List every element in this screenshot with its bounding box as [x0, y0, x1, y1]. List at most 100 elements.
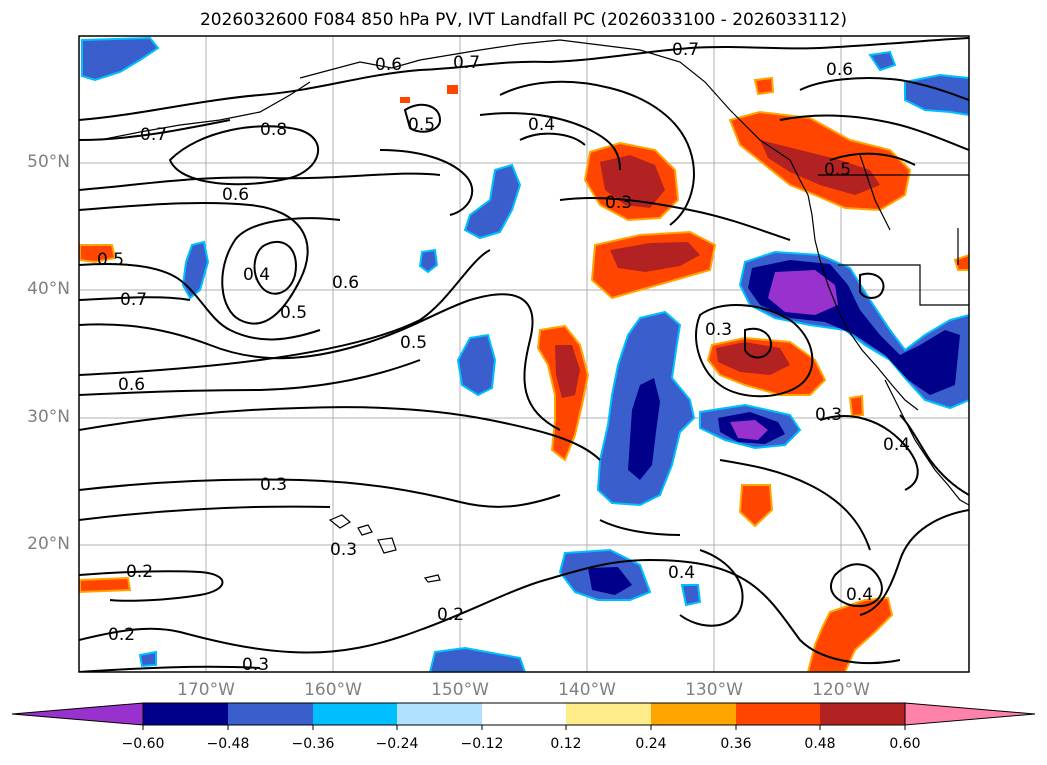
pos-blob-tiny-1 [447, 85, 458, 94]
state-border-1 [838, 264, 969, 306]
neg-blob-small-south [680, 584, 702, 607]
negative-pv-fields [81, 36, 969, 672]
neg-blob-north-center-small [868, 50, 897, 72]
coastlines [99, 39, 969, 583]
neg-blob-nw-corner [81, 36, 160, 82]
contour-label: 0.8 [260, 120, 287, 140]
colorbar-tick-label: 0.60 [889, 736, 921, 752]
map-frame [78, 35, 970, 673]
neg-blob-mid-west [456, 333, 497, 397]
neg-blob-south-west-core [588, 567, 632, 595]
pos-blob-south-center [738, 484, 774, 528]
contour-label: 0.3 [605, 193, 632, 213]
colorbar-extend-high [904, 702, 1036, 726]
colorbar-bin [482, 703, 566, 725]
pos-blob-south-east [806, 596, 894, 672]
contour-label: 0.6 [118, 375, 145, 395]
contour-label: 0.3 [330, 540, 357, 560]
lat-label-40n: 40°N [27, 279, 70, 299]
neg-blob-gulf-alaska-west [463, 163, 522, 240]
contour-label: 0.4 [243, 265, 270, 285]
colorbar-tick-label: −0.12 [460, 736, 504, 752]
contour-label: 0.7 [120, 290, 147, 310]
island-small [423, 574, 441, 583]
contour-label: 0.6 [826, 60, 853, 80]
contour-label: 0.4 [528, 115, 555, 135]
contour-labels: 0.7 0.7 0.6 0.7 0.6 0.8 0.5 0.4 0.3 0.5 … [97, 40, 910, 675]
contour-label: 0.4 [668, 563, 695, 583]
alaska-coast [299, 39, 809, 196]
positive-pv-fields [79, 76, 969, 672]
contour-label: 0.2 [126, 562, 153, 582]
lon-label-170w: 170°W [177, 680, 235, 700]
contour-label: 0.5 [400, 333, 427, 353]
colorbar-bin [228, 703, 313, 725]
north-america-west-coast [807, 194, 919, 411]
colorbar-bin [566, 703, 651, 725]
contour-label: 0.7 [140, 125, 167, 145]
colorbar-extend-low [11, 702, 144, 726]
pv-contours [79, 37, 969, 672]
colorbar-bin [313, 703, 397, 725]
neg-trough-core [628, 378, 660, 480]
neg-blob-off-calif-inner [730, 420, 768, 440]
lat-label-30n: 30°N [27, 407, 70, 427]
contour-label: 0.5 [280, 303, 307, 323]
pos-blob-west-mid-core [555, 345, 580, 398]
colorbar-bin [397, 703, 482, 725]
colorbar-tick-label: 0.12 [550, 736, 582, 752]
contour-label: 0.3 [260, 475, 287, 495]
colorbar-tick-label: −0.60 [121, 736, 165, 752]
contour-label: 0.5 [97, 250, 124, 270]
contour-label: 0.6 [375, 55, 402, 75]
pos-blob-alaska-small [753, 76, 775, 96]
lat-label-50n: 50°N [27, 152, 70, 172]
neg-blob-small-center [418, 248, 439, 274]
colorbar-tick-label: −0.48 [206, 736, 250, 752]
lon-label-130w: 130°W [685, 680, 743, 700]
lon-label-140w: 140°W [558, 680, 616, 700]
state-border-3 [859, 154, 891, 231]
lon-label-160w: 160°W [304, 680, 362, 700]
colorbar-tick-label: −0.24 [375, 736, 419, 752]
lon-label-150w: 150°W [431, 680, 489, 700]
contour-label: 0.4 [846, 585, 873, 605]
lat-label-20n: 20°N [27, 534, 70, 554]
pos-blob-bc-coast-core [760, 140, 880, 195]
hawaii-2 [357, 524, 373, 536]
contour-label: 0.5 [408, 115, 435, 135]
contour-label: 0.7 [672, 40, 699, 60]
baja-coast [884, 379, 969, 506]
pos-blob-off-oregon-core [716, 342, 790, 375]
contour-label: 0.3 [242, 655, 269, 675]
colorbar-bin [651, 703, 736, 725]
aleutian-chain [99, 81, 311, 141]
lon-label-120w: 120°W [812, 680, 870, 700]
neg-blob-bottom-left [138, 650, 157, 668]
contour-label: 0.3 [815, 405, 842, 425]
contour-label: 0.6 [332, 273, 359, 293]
colorbar-bin [820, 703, 905, 725]
colorbar-tick-label: 0.36 [720, 736, 752, 752]
colorbar-bin [736, 703, 820, 725]
contour-label: 0.6 [222, 185, 249, 205]
pos-blob-small-baja [848, 394, 865, 418]
pos-blob-gulf-alaska-core [600, 155, 665, 208]
neg-blob-bottom-center [428, 646, 527, 672]
map-title: 2026032600 F084 850 hPa PV, IVT Landfall… [199, 10, 847, 30]
contour-label: 0.7 [453, 53, 480, 73]
neg-cutoff-low-inner [768, 270, 838, 315]
colorbar [11, 702, 1036, 730]
colorbar-bin [143, 703, 228, 725]
contour-label: 0.4 [883, 435, 910, 455]
contour-label: 0.3 [705, 320, 732, 340]
contour-label: 0.2 [437, 605, 464, 625]
pos-blob-mid-north-core [610, 242, 700, 272]
colorbar-tick-label: −0.36 [291, 736, 335, 752]
pos-blob-far-west [79, 244, 117, 264]
pos-blob-tiny-2 [400, 97, 410, 103]
hawaii-3 [377, 537, 397, 554]
hawaii-1 [328, 514, 352, 529]
contour-label: 0.5 [824, 160, 851, 180]
